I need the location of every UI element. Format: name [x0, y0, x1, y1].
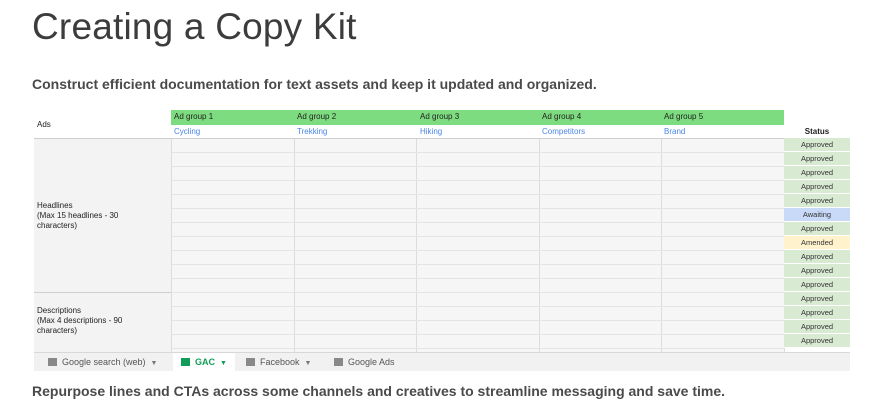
status-cell[interactable]: Approved: [784, 320, 850, 334]
tab-label: Google Ads: [348, 357, 395, 367]
grid-row-divider: [171, 264, 784, 265]
chevron-down-icon[interactable]: ▼: [150, 360, 158, 367]
grid-column-divider: [661, 138, 662, 352]
tab-google-search-web[interactable]: Google search (web) ▼: [48, 353, 157, 371]
row-label-column: [34, 138, 171, 352]
status-cell[interactable]: Approved: [784, 180, 850, 194]
status-cell[interactable]: Approved: [784, 250, 850, 264]
headlines-limit: (Max 15 headlines - 30: [37, 211, 119, 220]
section-divider: [34, 292, 171, 293]
grid-column-divider: [539, 138, 540, 352]
descriptions-title: Descriptions: [37, 306, 82, 315]
status-cell[interactable]: Approved: [784, 194, 850, 208]
ad-group-theme[interactable]: Cycling: [174, 127, 201, 136]
grid-body: [171, 138, 784, 352]
tab-label: Facebook: [260, 357, 300, 367]
descriptions-unit: characters): [37, 326, 78, 335]
grid-row-divider: [171, 334, 784, 335]
sheet-icon: [181, 357, 190, 366]
ad-group-name[interactable]: Ad group 2: [297, 112, 337, 121]
grid-row-divider: [171, 208, 784, 209]
page-title: Creating a Copy Kit: [32, 6, 357, 47]
ad-group-theme[interactable]: Hiking: [420, 127, 443, 136]
tab-gac[interactable]: GAC ▼: [173, 353, 235, 371]
status-cell[interactable]: Awaiting: [784, 208, 850, 222]
grid-row-divider: [171, 194, 784, 195]
status-cell[interactable]: Approved: [784, 292, 850, 306]
grid-row-divider: [171, 278, 784, 279]
descriptions-limit: (Max 4 descriptions - 90: [37, 316, 123, 325]
grid-column-divider: [171, 138, 172, 352]
grid-row-divider: [171, 250, 784, 251]
ad-group-theme[interactable]: Competitors: [542, 127, 586, 136]
grid-column-divider: [416, 138, 417, 352]
sheet-tab-bar: Google search (web) ▼ GAC ▼ Facebook ▼ Goog…: [34, 352, 850, 371]
status-cell[interactable]: Approved: [784, 306, 850, 320]
ad-group-name[interactable]: Ad group 3: [420, 112, 460, 121]
grid-row-divider: [171, 320, 784, 321]
status-cell[interactable]: Approved: [784, 264, 850, 278]
headlines-label: Headlines (Max 15 headlines - 30 charact…: [37, 201, 118, 231]
grid-row-divider: [171, 348, 784, 349]
tab-google-ads[interactable]: Google Ads: [334, 353, 395, 371]
grid-row-divider: [171, 306, 784, 307]
ads-label: Ads: [37, 120, 51, 129]
grid-row-divider: [171, 166, 784, 167]
ad-group-theme[interactable]: Brand: [664, 127, 686, 136]
grid-column-divider: [294, 138, 295, 352]
status-cell[interactable]: Approved: [784, 222, 850, 236]
ad-group-name[interactable]: Ad group 1: [174, 112, 214, 121]
sheet-icon: [48, 357, 57, 366]
grid-row-divider: [171, 292, 784, 293]
ad-group-name[interactable]: Ad group 4: [542, 112, 582, 121]
page-subtitle: Construct efficient documentation for te…: [32, 76, 597, 92]
status-cell[interactable]: Approved: [784, 138, 850, 152]
sheet-icon: [246, 357, 255, 366]
status-cell[interactable]: Approved: [784, 152, 850, 166]
tab-facebook[interactable]: Facebook ▼: [246, 353, 311, 371]
grid-row-divider: [171, 236, 784, 237]
grid-row-divider: [171, 180, 784, 181]
tab-label: GAC: [195, 357, 215, 367]
grid-row-divider: [171, 222, 784, 223]
descriptions-label: Descriptions (Max 4 descriptions - 90 ch…: [37, 306, 122, 336]
status-cell[interactable]: Approved: [784, 166, 850, 180]
status-cell[interactable]: Approved: [784, 334, 850, 348]
status-header: Status: [804, 127, 830, 136]
ad-group-theme[interactable]: Trekking: [297, 127, 328, 136]
header-divider: [34, 138, 850, 139]
headlines-unit: characters): [37, 221, 78, 230]
chevron-down-icon[interactable]: ▼: [304, 360, 312, 367]
page-footer: Repurpose lines and CTAs across some cha…: [32, 383, 725, 399]
sheet-icon: [334, 357, 343, 366]
grid-row-divider: [171, 152, 784, 153]
status-cell[interactable]: Approved: [784, 278, 850, 292]
ad-group-header-band: [171, 110, 784, 125]
chevron-down-icon[interactable]: ▼: [220, 360, 227, 367]
tab-label: Google search (web): [62, 357, 146, 367]
headlines-title: Headlines: [37, 201, 73, 210]
copy-kit-spreadsheet: Ads Ad group 1 Cycling Ad group 2 Trekki…: [34, 110, 850, 352]
ad-group-name[interactable]: Ad group 5: [664, 112, 704, 121]
status-cell[interactable]: Amended: [784, 236, 850, 250]
